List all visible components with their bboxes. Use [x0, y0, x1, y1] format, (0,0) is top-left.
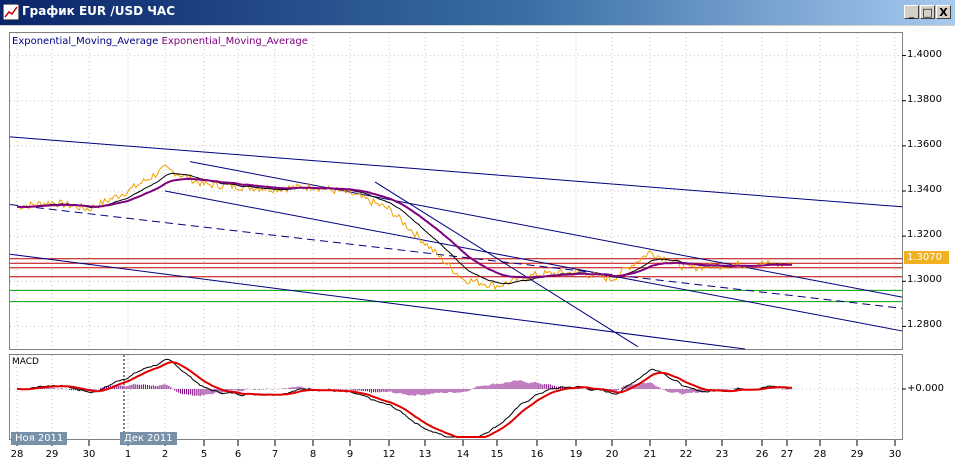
- macd-label: MACD: [12, 357, 39, 367]
- date-axis-label: 20: [605, 449, 619, 460]
- chart-grid: [10, 33, 902, 439]
- macd-pane[interactable]: [9, 354, 903, 440]
- price-axis-label: 1.3000: [907, 274, 942, 286]
- date-axis-label: 1: [124, 449, 132, 460]
- date-axis-label: 23: [715, 449, 729, 460]
- date-axis-label: 9: [346, 449, 354, 460]
- date-axis-label: 30: [82, 449, 96, 460]
- chart-area[interactable]: [0, 26, 955, 469]
- date-axis-label: 6: [234, 449, 242, 460]
- date-axis-label: 28: [10, 449, 24, 460]
- macd-signal-line: [17, 361, 793, 438]
- date-axis-label: 30: [888, 449, 902, 460]
- minimize-icon: _: [908, 6, 915, 19]
- date-axis-label: 15: [490, 449, 504, 460]
- date-axis-label: 28: [813, 449, 827, 460]
- chart-app-icon: [3, 4, 19, 20]
- trendlines: [9, 136, 903, 350]
- price-axis-label: 1.3400: [907, 184, 942, 195]
- date-axis-label: 21: [643, 449, 657, 460]
- ema-slow-line: [16, 177, 792, 279]
- close-icon: X: [939, 6, 948, 19]
- ema-lines: [16, 172, 793, 285]
- minimize-button[interactable]: _: [904, 5, 919, 19]
- horizontal-levels: [10, 258, 902, 303]
- date-axis-label: 22: [679, 449, 693, 460]
- restore-icon: □: [922, 6, 933, 19]
- trendline-upper: [9, 136, 903, 208]
- window-title-bar[interactable]: График EUR /USD ЧАС _ □ X: [0, 0, 955, 25]
- price-axis-label: 1.2800: [907, 319, 942, 331]
- month-label-nov: Ноя 2011: [11, 432, 68, 445]
- macd-indicator: [10, 358, 902, 438]
- restore-button[interactable]: □: [920, 5, 935, 19]
- price-axis-label: 1.3200: [907, 229, 942, 241]
- date-axis-label: 14: [456, 449, 470, 460]
- date-axis-label: 13: [418, 449, 432, 460]
- date-axis-label: 16: [530, 449, 544, 460]
- date-axis-label: 29: [45, 449, 59, 460]
- trendline-dashed: [9, 204, 903, 309]
- price-axis-label: 1.4000: [907, 48, 942, 60]
- indicator-legend: Exponential_Moving_Average Exponential_M…: [12, 36, 308, 47]
- date-axis-label: 27: [780, 449, 794, 460]
- date-axis-label: 5: [200, 449, 208, 460]
- price-axis-label: 1.3800: [907, 93, 942, 105]
- trendline-lower: [9, 253, 746, 350]
- channel-line-mid: [164, 190, 903, 332]
- trendline-steep: [374, 181, 639, 348]
- price-axis-label: 1.3600: [907, 138, 942, 150]
- date-axis-label: 12: [382, 449, 396, 460]
- date-axis-label: 7: [271, 449, 279, 460]
- ema-fast-line: [16, 172, 793, 285]
- month-label-dec: Дек 2011: [120, 432, 177, 445]
- legend-ema-slow: Exponential_Moving_Average: [161, 36, 308, 47]
- legend-ema-fast: Exponential_Moving_Average: [12, 36, 159, 47]
- date-axis-label: 26: [755, 449, 769, 460]
- current-price-badge: 1.3070: [904, 251, 949, 264]
- date-axis-label: 29: [850, 449, 864, 460]
- macd-line: [16, 358, 793, 438]
- date-axis-label: 19: [569, 449, 583, 460]
- window-title: График EUR /USD ЧАС: [22, 4, 176, 18]
- close-button[interactable]: X: [936, 5, 951, 19]
- macd-zero-label: +0.000: [907, 383, 945, 394]
- date-axis-label: 2: [161, 449, 169, 460]
- date-axis-label: 8: [309, 449, 317, 460]
